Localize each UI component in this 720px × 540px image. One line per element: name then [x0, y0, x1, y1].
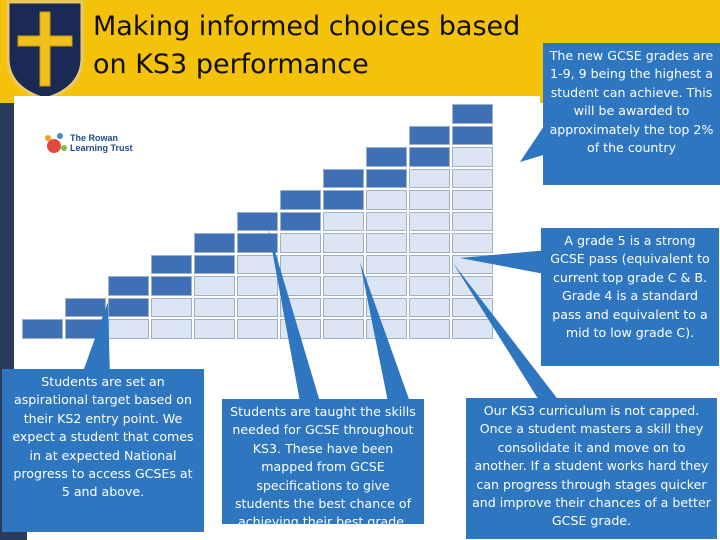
stage-grid-cell: [194, 276, 235, 296]
stage-grid-cell: [323, 168, 364, 188]
stage-grid-cell: [452, 319, 493, 339]
callout-aspirational-target: Students are set an aspirational target …: [2, 369, 204, 532]
stage-grid-cell: [409, 190, 450, 210]
stage-grid-cell: [108, 297, 149, 317]
stage-grid-cell: [151, 276, 192, 296]
stage-grid-cell: [409, 233, 450, 253]
slide-title: Making informed choices based on KS3 per…: [93, 11, 521, 80]
stage-grid-cell: [452, 190, 493, 210]
stage-grid-cell: [194, 319, 235, 339]
callout-uncapped-curriculum-text: Our KS3 curriculum is not capped. Once a…: [472, 403, 711, 529]
stage-grid-cell: [22, 319, 63, 339]
stage-grid-cell: [366, 233, 407, 253]
stage-grid-cell: [151, 254, 192, 274]
stage-grid-cell: [280, 211, 321, 231]
stage-grid-cell: [452, 211, 493, 231]
stage-grid-cell: [452, 233, 493, 253]
stage-grid-cell: [323, 297, 364, 317]
stage-grid-cell: [194, 233, 235, 253]
stage-grid-cell: [237, 319, 278, 339]
callout-grade-5: A grade 5 is a strong GCSE pass (equival…: [541, 228, 719, 366]
stage-grid-cell: [452, 104, 493, 124]
stage-grid-cell: [323, 319, 364, 339]
stage-grid-cell: [237, 233, 278, 253]
stage-grid-cell: [409, 319, 450, 339]
stage-grid-cell: [65, 297, 106, 317]
stage-grid-cell: [323, 190, 364, 210]
stage-grid-cell: [237, 211, 278, 231]
stage-grid-cell: [108, 276, 149, 296]
stage-grid-cell: [409, 276, 450, 296]
stage-grid-cell: [409, 147, 450, 167]
callout-gcse-grades: The new GCSE grades are 1-9, 9 being the…: [543, 43, 720, 185]
stage-grid-cell: [409, 297, 450, 317]
stage-grid-cell: [323, 276, 364, 296]
stage-grid-cell: [366, 147, 407, 167]
stage-grid-cell: [366, 254, 407, 274]
stage-grid-cell: [452, 276, 493, 296]
callout-uncapped-curriculum: Our KS3 curriculum is not capped. Once a…: [466, 398, 717, 539]
stage-grid-cell: [366, 168, 407, 188]
stage-grid-cell: [409, 254, 450, 274]
stage-grid-cell: [409, 168, 450, 188]
stage-grid-cell: [237, 276, 278, 296]
stage-grid-cell: [366, 211, 407, 231]
stage-grid-cell: [323, 254, 364, 274]
rowan-trust-logo-icon: [45, 133, 67, 153]
callout-ks3-skills-text: Students are taught the skills needed fo…: [230, 404, 416, 530]
stage-grid-cell: [280, 190, 321, 210]
callout-grade-5-text: A grade 5 is a strong GCSE pass (equival…: [550, 233, 710, 341]
progression-chart-image: The Rowan Learning Trust: [14, 96, 540, 396]
stage-grid-cell: [280, 254, 321, 274]
stage-grid-cell: [280, 233, 321, 253]
stage-grid-cell: [452, 147, 493, 167]
stage-grid-cell: [323, 233, 364, 253]
stage-grid-cell: [409, 125, 450, 145]
stage-grid-cell: [366, 190, 407, 210]
stage-grid-cell: [151, 297, 192, 317]
stage-grid-cell: [409, 211, 450, 231]
stage-grid-cell: [237, 297, 278, 317]
callout-aspirational-target-text: Students are set an aspirational target …: [12, 374, 194, 500]
callout-ks3-skills: Students are taught the skills needed fo…: [222, 399, 424, 529]
stage-grid-cell: [151, 319, 192, 339]
stage-grid-cell: [194, 297, 235, 317]
trust-name: The Rowan Learning Trust: [70, 133, 133, 153]
callout-gcse-grades-text: The new GCSE grades are 1-9, 9 being the…: [549, 48, 714, 156]
stage-grid-cell: [194, 254, 235, 274]
stage-grid-cell: [452, 125, 493, 145]
stage-grid-cell: [323, 211, 364, 231]
stage-grid-cell: [452, 168, 493, 188]
